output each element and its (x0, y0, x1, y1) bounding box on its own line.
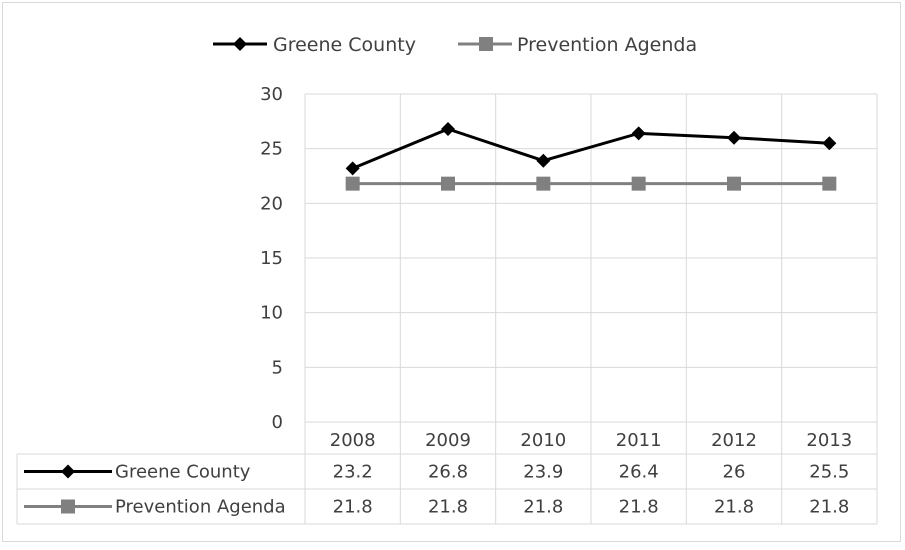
x-category-label: 2012 (711, 430, 757, 451)
table-series-name: Prevention Agenda (115, 497, 286, 518)
table-value: 26 (723, 462, 746, 483)
gridlines (304, 93, 878, 422)
series-lines (345, 121, 837, 191)
y-tick-label: 25 (260, 139, 283, 160)
data-point-prevention-agenda (441, 176, 455, 191)
data-point-greene-county (727, 130, 741, 145)
data-point-prevention-agenda (727, 176, 741, 191)
data-point-greene-county (631, 126, 646, 141)
legend-marker-greene-county (233, 37, 247, 51)
y-tick-label: 30 (260, 84, 283, 105)
y-axis-tick-labels: 0 5 10 15 20 25 30 (260, 84, 283, 433)
data-point-greene-county (536, 153, 551, 168)
table-value: 23.9 (523, 462, 563, 483)
data-point-greene-county (441, 121, 455, 136)
legend-label-greene-county: Greene County (273, 34, 416, 56)
data-point-prevention-agenda (631, 176, 646, 191)
series-line-greene-county (352, 127, 830, 170)
x-category-label: 2010 (520, 430, 566, 451)
table-value: 21.8 (809, 497, 849, 518)
y-tick-label: 15 (260, 248, 283, 269)
table-value: 21.8 (714, 497, 754, 518)
legend-label-prevention-agenda: Prevention Agenda (517, 34, 697, 56)
data-point-prevention-agenda (536, 176, 551, 191)
legend-marker-prevention-agenda (479, 37, 493, 51)
table-value: 21.8 (523, 497, 563, 518)
y-tick-label: 20 (260, 193, 283, 214)
data-point-prevention-agenda (822, 176, 837, 191)
table-value: 23.2 (333, 462, 373, 483)
table-value: 25.5 (809, 462, 849, 483)
x-category-label: 2013 (806, 430, 852, 451)
data-table: 2008 2009 2010 2011 2012 2013 Greene County 23.… (16, 421, 878, 525)
data-point-greene-county (822, 136, 837, 151)
table-key-marker-greene-county (61, 464, 75, 479)
y-tick-label: 5 (272, 357, 283, 378)
table-key-marker-prevention-agenda (61, 499, 75, 514)
table-series-name: Greene County (115, 462, 251, 483)
table-value: 26.8 (428, 462, 468, 483)
legend: Greene County Prevention Agenda (213, 34, 697, 56)
x-category-label: 2009 (425, 430, 471, 451)
table-value: 26.4 (619, 462, 659, 483)
table-value: 21.8 (428, 497, 468, 518)
x-category-label: 2008 (330, 430, 376, 451)
data-point-prevention-agenda (345, 176, 360, 191)
x-category-label: 2011 (616, 430, 662, 451)
y-tick-label: 0 (272, 412, 283, 433)
table-value: 21.8 (619, 497, 659, 518)
chart-border (2, 2, 901, 542)
table-value: 21.8 (333, 497, 373, 518)
y-tick-label: 10 (260, 303, 283, 324)
data-point-greene-county (345, 161, 360, 176)
